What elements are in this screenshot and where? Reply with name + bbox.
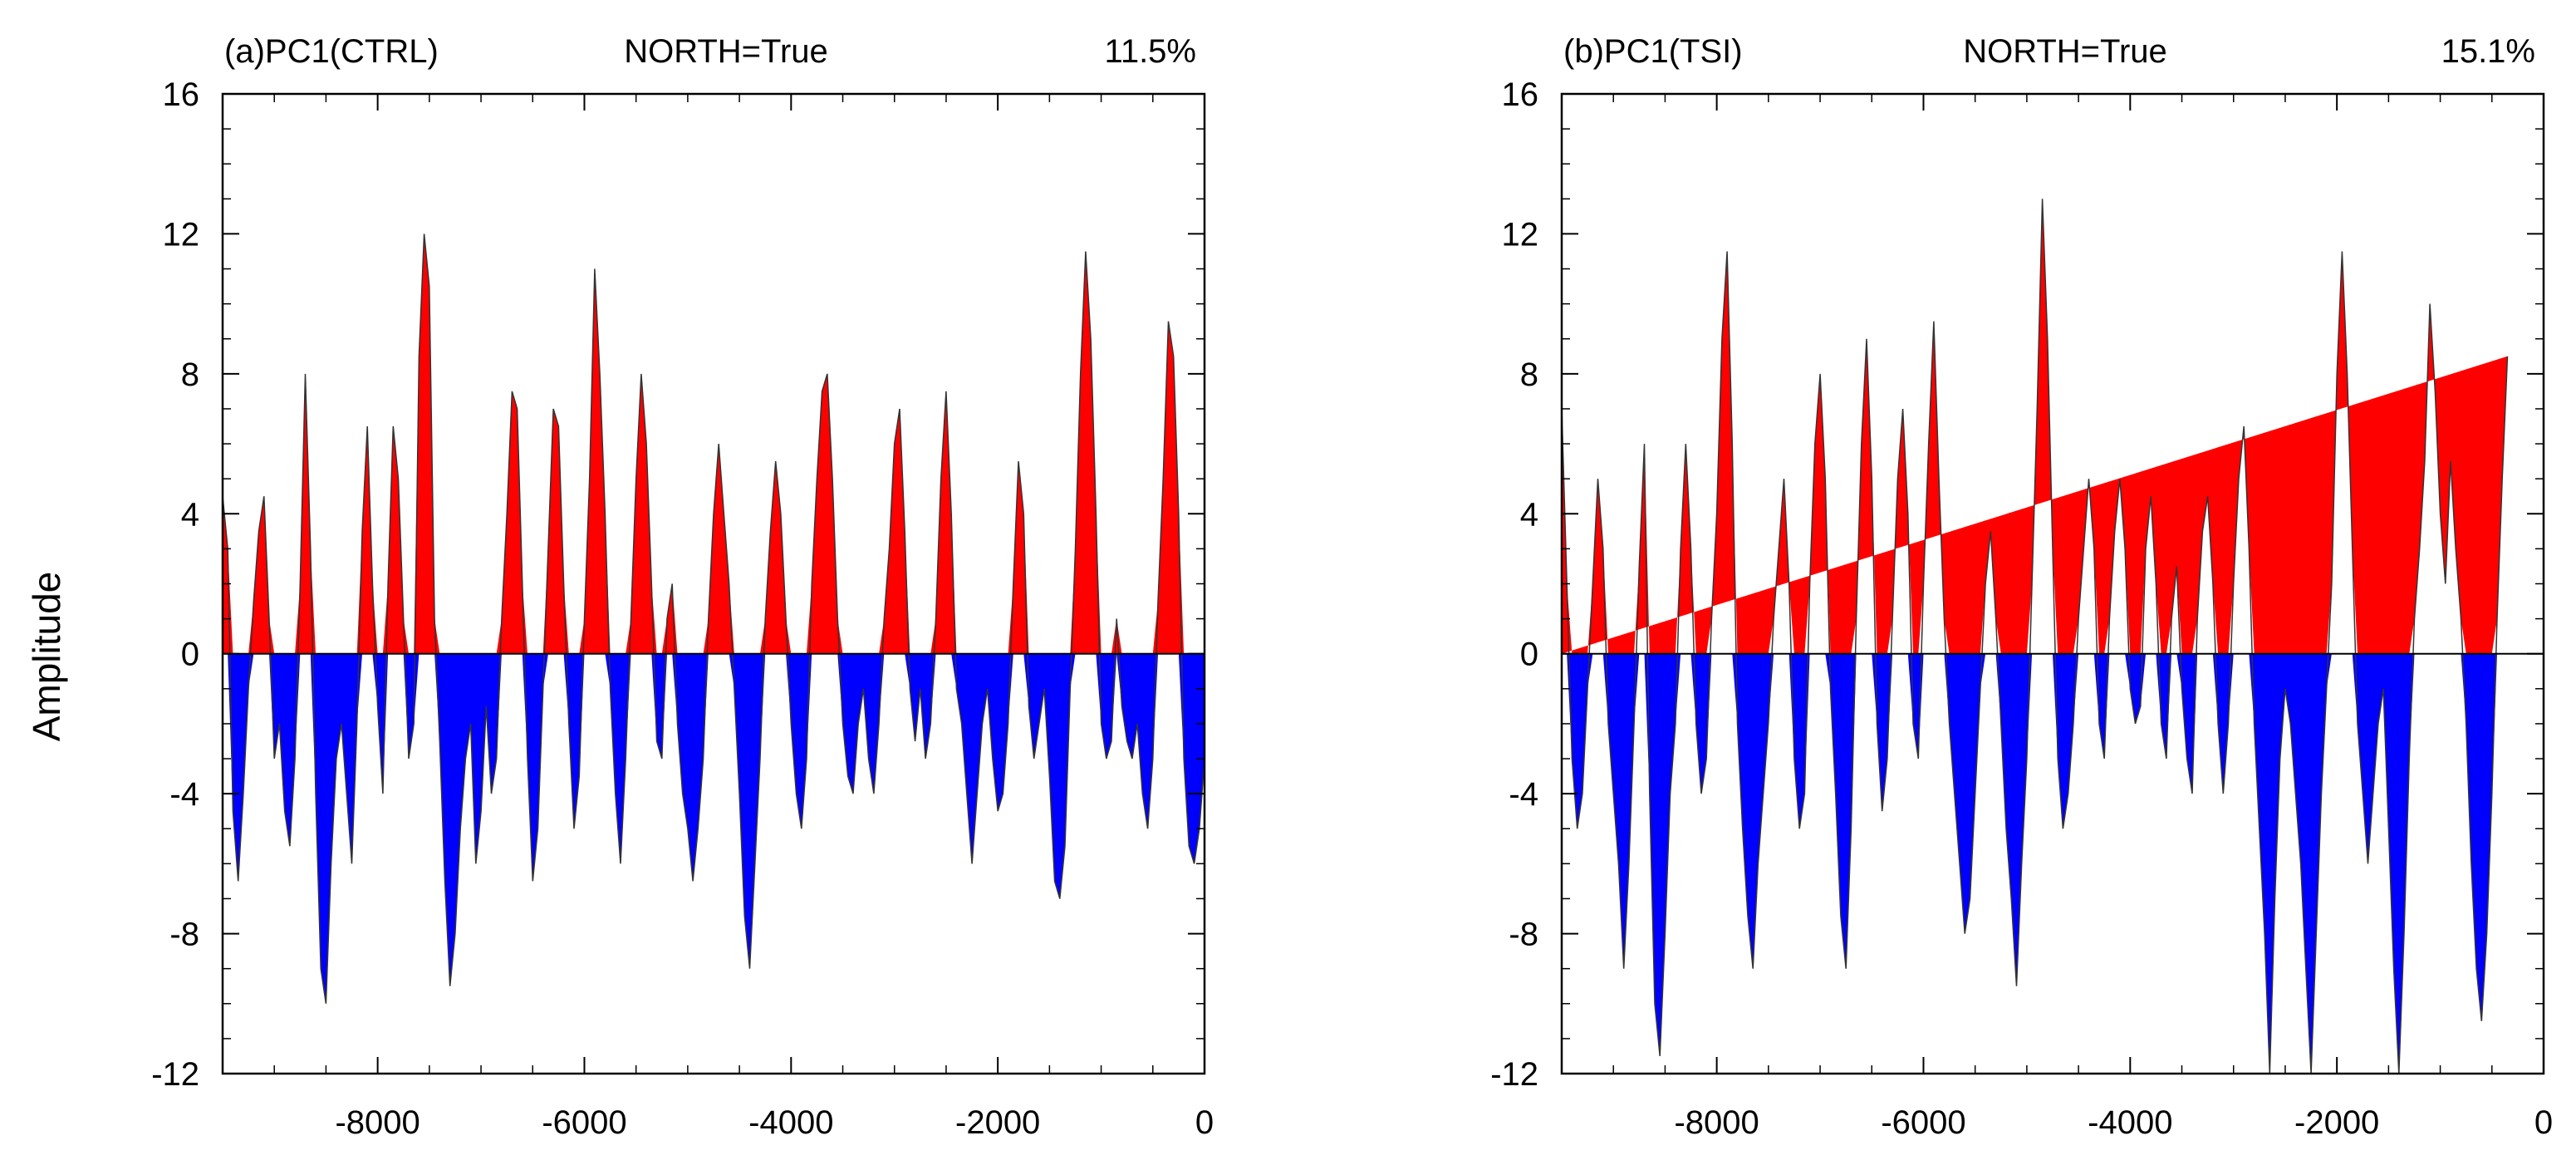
y-tick-label: 8 xyxy=(181,356,199,393)
variance-label: 15.1% xyxy=(2441,33,2535,70)
y-tick-label: 4 xyxy=(181,496,199,533)
panel-a: -12 -8 -4 0 4 8 12 16 -8000 -6000 -4000 -2000 0 (a)PC… xyxy=(151,33,1214,1141)
y-tick-label: -4 xyxy=(169,776,199,813)
x-tick-label: -4000 xyxy=(2088,1104,2172,1141)
y-tick-label: 12 xyxy=(1502,216,1539,253)
series-line xyxy=(1561,199,2509,1074)
x-tick-label: -2000 xyxy=(2294,1104,2379,1141)
panel-label: (b)PC1(TSI) xyxy=(1563,33,1743,70)
y-tick-label: 4 xyxy=(1520,496,1538,533)
x-tick-label: -4000 xyxy=(748,1104,833,1141)
negative-area xyxy=(1562,653,2508,1074)
variance-label: 11.5% xyxy=(1105,33,1196,70)
positive-area xyxy=(1562,199,2508,654)
x-tick-label: -6000 xyxy=(542,1104,626,1141)
y-tick-label: 8 xyxy=(1520,356,1538,393)
y-tick-label: 0 xyxy=(1520,637,1538,673)
x-tick-label: -8000 xyxy=(1674,1104,1759,1141)
x-tick-label: -8000 xyxy=(335,1104,420,1141)
panel-label: (a)PC1(CTRL) xyxy=(224,33,439,70)
y-tick-label: 12 xyxy=(163,216,200,253)
y-tick-label: -12 xyxy=(151,1056,199,1093)
panel-b: -12 -8 -4 0 4 8 12 16 -8000 -6000 -4000 -2000 0 (b)PC… xyxy=(1490,33,2553,1141)
y-tick-label: -8 xyxy=(1509,917,1538,953)
y-axis-label: Amplitude xyxy=(25,572,68,742)
y-tick-label: 0 xyxy=(181,637,199,673)
positive-area xyxy=(223,234,1205,654)
y-tick-label: 16 xyxy=(1502,76,1539,113)
center-title: NORTH=True xyxy=(1963,33,2167,70)
x-tick-label: -6000 xyxy=(1881,1104,1965,1141)
negative-area xyxy=(223,653,1205,1004)
y-tick-label: -12 xyxy=(1490,1056,1538,1093)
x-tick-label: -2000 xyxy=(955,1104,1040,1141)
y-tick-label: -8 xyxy=(169,917,199,953)
y-tick-label: 16 xyxy=(163,76,200,113)
x-tick-label: 0 xyxy=(2534,1104,2553,1141)
center-title: NORTH=True xyxy=(624,33,828,70)
x-tick-label: 0 xyxy=(1195,1104,1214,1141)
y-tick-label: -4 xyxy=(1509,776,1538,813)
